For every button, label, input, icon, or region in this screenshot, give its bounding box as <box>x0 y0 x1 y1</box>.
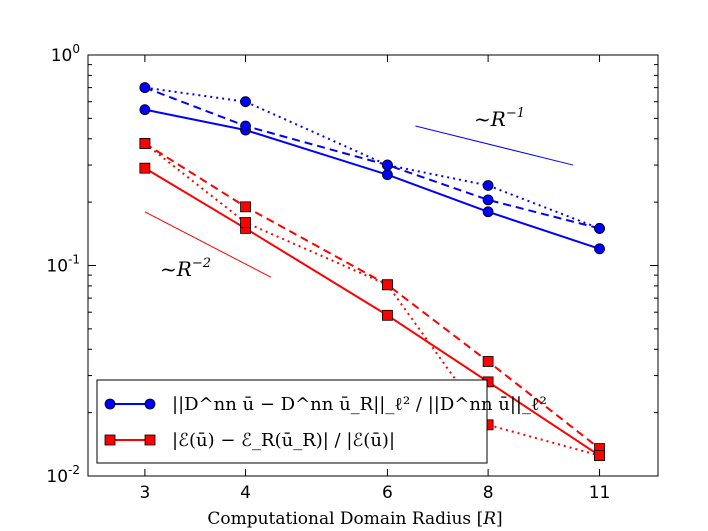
y-tick-label: 100 <box>51 42 80 66</box>
data-point-circle <box>482 206 494 218</box>
data-point-circle <box>382 169 393 181</box>
data-point-circle <box>594 243 605 255</box>
data-point-circle <box>482 194 494 206</box>
x-tick-label: 3 <box>139 483 150 503</box>
data-point-square <box>382 309 393 321</box>
x-tick-label: 11 <box>589 483 611 503</box>
slope-minus-two-line <box>144 211 272 278</box>
data-point-circle <box>240 120 251 132</box>
series-line-blue-dotted <box>144 86 600 230</box>
data-point-circle <box>139 82 151 94</box>
annotation-r-minus-one: ~R−1 <box>474 106 525 131</box>
data-point-square <box>382 279 393 291</box>
legend-marker-circle-right <box>144 398 156 410</box>
legend-box <box>96 379 488 464</box>
data-point-square <box>594 450 605 462</box>
y-tick-label: 10-1 <box>46 253 80 277</box>
annotation-r-minus-two: ~R−2 <box>160 256 211 281</box>
series-layer <box>139 82 605 462</box>
data-point-square <box>139 138 151 149</box>
slope-minus-one-line <box>415 125 574 166</box>
data-point-circle <box>594 223 605 234</box>
x-tick-label: 6 <box>382 483 393 503</box>
legend-marker-square-left <box>104 434 116 446</box>
x-tick-label: 4 <box>240 483 251 503</box>
axes: 3 4 6 8 11 100 10-1 10-2 <box>46 42 658 503</box>
x-tick-label: 8 <box>483 483 494 503</box>
data-point-circle <box>382 159 393 171</box>
reference-lines <box>144 125 574 278</box>
legend-label-blue: ||D^nn ū − D^nn ū_R||_ℓ² / ||D^nn ū||_ℓ² <box>172 394 547 415</box>
legend: ||D^nn ū − D^nn ū_R||_ℓ² / ||D^nn ū||_ℓ²… <box>96 379 547 464</box>
data-point-circle <box>482 180 494 191</box>
series-blue-dotted <box>139 82 605 234</box>
legend-marker-square-right <box>144 434 156 446</box>
legend-label-red: |ℰ(ū) − ℰ_R(ū_R)| / |ℰ(ū)| <box>172 430 395 451</box>
legend-marker-circle-left <box>104 398 116 410</box>
series-red-dotted <box>139 138 605 462</box>
data-point-square <box>139 162 151 174</box>
data-point-square <box>482 356 494 367</box>
data-point-square <box>240 201 251 213</box>
data-point-circle <box>139 104 151 116</box>
y-tick-label: 10-2 <box>46 463 80 487</box>
x-axis-label: Computational Domain Radius [R] <box>207 509 502 529</box>
data-point-square <box>240 217 251 228</box>
data-point-circle <box>240 96 251 108</box>
